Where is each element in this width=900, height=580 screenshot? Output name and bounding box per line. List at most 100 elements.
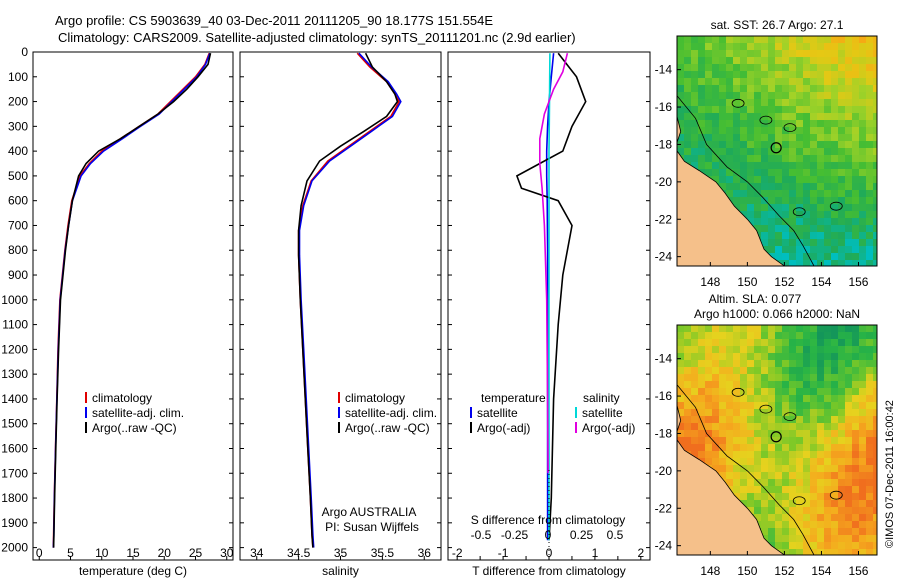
field-cell — [831, 64, 838, 71]
field-cell — [873, 176, 877, 183]
field-cell — [768, 85, 775, 92]
field-cell — [803, 43, 810, 50]
field-cell — [859, 507, 866, 514]
field-cell — [852, 260, 859, 266]
field-cell — [719, 169, 726, 176]
field-cell — [845, 99, 852, 106]
field-cell — [796, 332, 803, 339]
field-cell — [782, 395, 789, 402]
field-cell — [824, 232, 831, 239]
field-cell — [817, 155, 824, 162]
field-cell — [859, 472, 866, 479]
field-cell — [810, 528, 817, 535]
field-cell — [705, 92, 712, 99]
field-cell — [796, 486, 803, 493]
field-cell — [845, 542, 852, 549]
field-cell — [761, 141, 768, 148]
field-cell — [789, 197, 796, 204]
title-line-1: Argo profile: CS 5903639_40 03-Dec-2011 … — [55, 13, 494, 28]
field-cell — [761, 479, 768, 486]
field-cell — [866, 549, 873, 555]
field-cell — [831, 50, 838, 57]
field-cell — [796, 232, 803, 239]
field-cell — [691, 332, 698, 339]
field-cell — [782, 493, 789, 500]
field-cell — [817, 218, 824, 225]
field-cell — [852, 367, 859, 374]
field-cell — [733, 78, 740, 85]
field-cell — [873, 127, 877, 134]
field-cell — [705, 78, 712, 85]
field-cell — [803, 367, 810, 374]
field-cell — [824, 169, 831, 176]
field-cell — [768, 57, 775, 64]
field-cell — [733, 148, 740, 155]
field-cell — [691, 388, 698, 395]
field-cell — [761, 437, 768, 444]
field-cell — [852, 176, 859, 183]
field-cell — [733, 190, 740, 197]
field-cell — [712, 141, 719, 148]
field-cell — [712, 176, 719, 183]
field-cell — [810, 113, 817, 120]
field-cell — [775, 444, 782, 451]
field-cell — [824, 36, 831, 43]
field-cell — [677, 148, 684, 155]
field-cell — [747, 388, 754, 395]
field-cell — [873, 36, 877, 43]
depth-contour — [677, 384, 815, 555]
field-cell — [859, 120, 866, 127]
field-cell — [789, 253, 796, 260]
field-cell — [810, 437, 817, 444]
field-cell — [859, 204, 866, 211]
field-cell — [775, 64, 782, 71]
field-cell — [873, 535, 877, 542]
field-cell — [838, 409, 845, 416]
field-cell — [733, 57, 740, 64]
field-cell — [866, 190, 873, 197]
field-cell — [831, 120, 838, 127]
field-cell — [845, 57, 852, 64]
field-cell — [740, 388, 747, 395]
field-cell — [768, 155, 775, 162]
depth-contour — [677, 95, 815, 266]
field-cell — [747, 57, 754, 64]
map-y-tick-label: -14 — [655, 352, 673, 366]
field-cell — [747, 451, 754, 458]
field-cell — [789, 141, 796, 148]
field-cell — [859, 148, 866, 155]
field-cell — [817, 374, 824, 381]
field-cell — [824, 204, 831, 211]
field-cell — [810, 85, 817, 92]
field-cell — [824, 50, 831, 57]
y-tick-label: 500 — [8, 169, 28, 183]
field-cell — [775, 402, 782, 409]
field-cell — [803, 71, 810, 78]
field-cell — [803, 325, 810, 332]
field-cell — [712, 36, 719, 43]
field-cell — [733, 155, 740, 162]
field-cell — [824, 542, 831, 549]
field-cell — [705, 148, 712, 155]
field-cell — [866, 239, 873, 246]
field-cell — [831, 416, 838, 423]
field-cell — [733, 169, 740, 176]
field-cell — [852, 514, 859, 521]
field-cell — [775, 71, 782, 78]
field-cell — [740, 141, 747, 148]
field-cell — [684, 374, 691, 381]
field-cell — [852, 113, 859, 120]
field-cell — [796, 260, 803, 266]
field-cell — [859, 402, 866, 409]
field-cell — [677, 367, 684, 374]
field-cell — [726, 409, 733, 416]
field-cell — [810, 360, 817, 367]
field-cell — [796, 472, 803, 479]
field-cell — [831, 409, 838, 416]
field-cell — [866, 176, 873, 183]
field-cell — [873, 246, 877, 253]
field-cell — [761, 409, 768, 416]
field-cell — [838, 479, 845, 486]
field-cell — [803, 423, 810, 430]
field-cell — [810, 500, 817, 507]
